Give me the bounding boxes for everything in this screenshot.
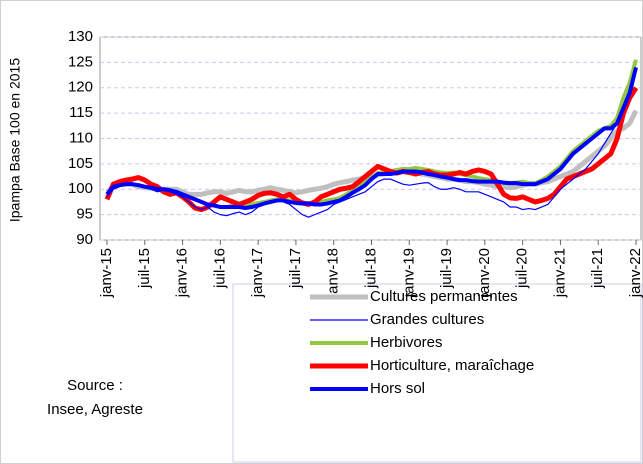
x-tick-label: janv-21 xyxy=(551,248,568,298)
y-tick-label: 95 xyxy=(76,206,93,223)
legend-label: Herbivores xyxy=(370,334,443,351)
plot-area xyxy=(99,36,642,241)
y-tick-label: 125 xyxy=(68,53,93,70)
y-tick-label: 110 xyxy=(69,129,93,146)
legend-label: Cultures permanentes xyxy=(370,288,518,305)
y-tick-label: 115 xyxy=(69,104,93,121)
y-axis-label: Ipampa Base 100 en 2015 xyxy=(7,58,23,222)
series-line xyxy=(106,67,637,218)
x-tick-label: juil-16 xyxy=(211,248,228,289)
x-tick-label: janv-20 xyxy=(476,248,493,298)
x-tick-label: janv-18 xyxy=(325,248,342,298)
y-tick-label: 90 xyxy=(76,231,93,248)
legend-label: Horticulture, maraîchage xyxy=(370,357,534,374)
y-tick-label: 130 xyxy=(68,28,93,45)
x-tick-label: janv-15 xyxy=(98,248,115,298)
source-label: Source : xyxy=(67,377,123,394)
x-tick-label: juil-18 xyxy=(362,248,379,289)
x-tick-label: juil-17 xyxy=(287,248,304,289)
x-tick-label: juil-21 xyxy=(589,248,606,289)
x-tick-label: juil-19 xyxy=(438,248,455,289)
legend-label: Hors sol xyxy=(370,380,425,397)
series-line xyxy=(105,66,638,211)
x-tick-label: juil-15 xyxy=(136,248,153,289)
y-tick-label: 105 xyxy=(68,155,93,172)
legend-box xyxy=(232,283,642,463)
x-tick-label: janv-16 xyxy=(174,248,191,298)
x-tick-label: janv-22 xyxy=(627,248,643,298)
source-text: Insee, Agreste xyxy=(47,401,143,418)
y-tick-label: 120 xyxy=(68,79,93,96)
x-tick-label: janv-19 xyxy=(400,248,417,298)
y-tick-label: 100 xyxy=(68,180,93,197)
x-tick-label: juil-20 xyxy=(514,248,531,289)
series-line xyxy=(104,86,639,213)
x-tick-label: janv-17 xyxy=(249,248,266,298)
legend-label: Grandes cultures xyxy=(370,311,484,328)
